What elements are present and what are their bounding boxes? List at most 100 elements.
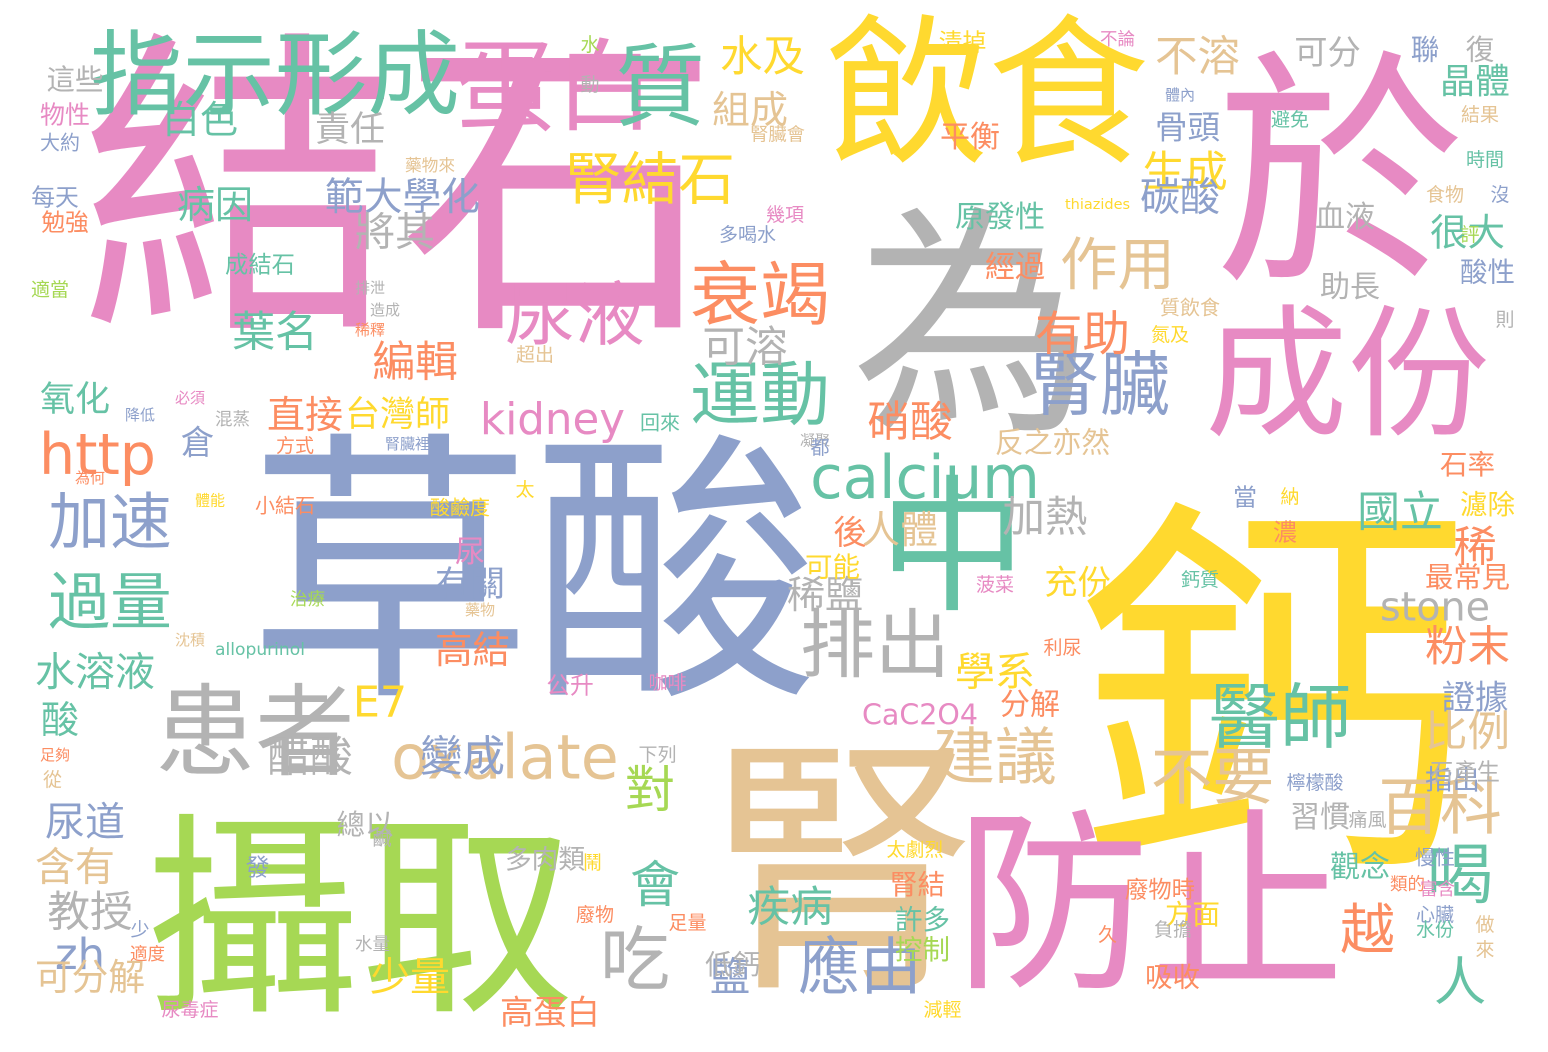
cloud-word-w113: 總以 [336,809,393,842]
cloud-word-w130: 混蒸 [215,410,250,430]
cloud-word-http: http [39,422,156,488]
cloud-word-zh: zh [55,930,105,980]
cloud-word-w127: 超出 [516,344,554,366]
cloud-word-w61: 將其 [355,210,435,256]
cloud-word-w94: 平衡 [940,120,1000,155]
cloud-word-w100: 反之亦然 [995,426,1110,460]
cloud-word-w175: 檸檬酸 [1286,772,1343,794]
cloud-word-w191: 減輕 [923,999,961,1021]
cloud-word-w132: 方式 [276,435,314,457]
cloud-word-w103: 證據 [1442,678,1509,717]
cloud-word-w36: 人 [1434,952,1486,1013]
cloud-word-w31: 對 [625,761,675,819]
cloud-word-w76: 教授 [47,888,133,938]
cloud-word-w174: 則 [1495,309,1514,331]
cloud-word-w194: 少 [130,919,149,941]
cloud-word-w69: 學系 [955,650,1035,696]
cloud-word-w146: 鈣質 [1181,569,1219,591]
cloud-word-w53: 晶體 [1440,63,1510,103]
cloud-word-w37: 有助 [1035,308,1130,363]
cloud-word-w22: 排出 [800,601,950,689]
cloud-word-w106: 觀念 [1330,850,1390,885]
cloud-word-w161: 不論 [1100,30,1135,50]
cloud-word-w160: 清掉 [939,29,987,57]
cloud-word-w109: 許多 [895,904,950,936]
cloud-word-w8: 防止 [955,792,1345,1019]
cloud-word-w23: 醫師 [1209,676,1352,759]
cloud-word-w15: 腎結石 [565,147,735,213]
cloud-word-w185: 久 [1098,924,1117,946]
cloud-word-w3: 攝取 [145,795,575,1046]
cloud-word-w154: 水 [580,34,599,56]
cloud-word-w104: 指出 [1425,764,1480,796]
cloud-word-w142: 公升 [546,672,594,700]
cloud-word-kidney: kidney [480,395,625,445]
cloud-word-w16: 尿液 [505,274,645,356]
cloud-word-w96: 骨頭 [1155,109,1220,147]
cloud-word-w121: 勉強 [41,209,89,237]
cloud-word-w29: 吃 [600,919,670,1001]
cloud-word-w74: 尿道 [45,800,125,846]
cloud-word-w139: 藥物 [465,601,495,619]
cloud-word-w45: 直接 [267,393,343,437]
cloud-word-w66: 人體 [862,508,938,552]
cloud-word-w105: 習慣 [1290,800,1350,835]
cloud-word-w182: 做 [1475,914,1494,936]
cloud-word-w78: 可分解 [35,956,145,999]
cloud-word-e7: E7 [353,678,407,728]
cloud-word-w21: 腎臟 [1030,344,1170,426]
cloud-word-w158: 多喝水 [719,224,776,246]
cloud-word-w133: 腎臟裡 [385,435,430,453]
cloud-word-w12: 質 [615,35,705,140]
cloud-word-w90: 最常見 [1425,561,1510,594]
cloud-word-w143: 咖啡 [648,672,686,694]
cloud-word-w10: 成份 [1205,292,1490,458]
cloud-word-w35: 越 [1340,898,1395,962]
cloud-word-w7: 腎 [707,715,978,1030]
cloud-word-w159: 腎臟會 [750,125,805,146]
cloud-word-w48: 病因 [177,183,253,227]
cloud-word-w114: 腎結 [890,869,945,901]
cloud-word-w83: 倉 [181,423,214,462]
cloud-word-w140: 沈積 [175,631,205,649]
cloud-word-w86: 高結 [435,628,510,672]
cloud-word-w119: 大約 [40,131,80,155]
cloud-word-w67: 稀鹽 [787,573,863,617]
cloud-word-w25: 運動 [690,354,830,436]
cloud-word-w166: 聯 [1411,34,1440,67]
cloud-word-w33: 不要 [1151,742,1275,814]
cloud-word-w26: 加速 [48,487,172,559]
cloud-word-w148: 納 [1280,486,1299,508]
cloud-word-w107: 石產生 [1430,759,1500,786]
cloud-word-w46: 範大學化 [325,175,480,220]
cloud-word-w151: 都 [810,437,829,459]
cloud-word-w101: 石率 [1440,449,1495,481]
cloud-word-w176: 痛風 [1348,809,1386,831]
cloud-word-w165: 氮及 [1151,324,1189,346]
cloud-word-w55: 碳酸 [1140,175,1220,221]
cloud-word-w58: 稀 [1454,523,1497,573]
cloud-word-w84: 有關 [435,565,505,605]
cloud-word-w18: 作用 [1060,232,1175,299]
cloud-word-w137: 酸鹼度 [430,496,490,520]
cloud-word-w117: 這些 [46,64,103,97]
cloud-word-w172: 沒 [1490,184,1509,206]
cloud-word-w186: 鹹 [372,828,391,850]
cloud-word-w63: 編輯 [372,338,458,388]
cloud-word-w87: 充份 [1044,563,1111,602]
cloud-word-w98: 血液 [1315,200,1375,235]
cloud-word-w188: 鬧 [583,852,602,874]
cloud-word-w95: 可分 [1294,33,1361,72]
cloud-word-w82: 酸 [41,698,79,742]
cloud-word-w91: 氧化 [40,380,110,420]
cloud-word-w144: 利尿 [1043,637,1081,659]
cloud-word-w180: 心臟 [1416,904,1454,926]
cloud-word-w123: 成結石 [225,252,295,279]
cloud-word-thiazides: thiazides [1065,197,1130,213]
cloud-word-w195: 水量 [355,935,390,955]
cloud-word-w11: 蛋白 [455,29,655,146]
cloud-word-w170: 時間 [1466,149,1504,171]
cloud-word-w164: 質飲食 [1160,296,1220,320]
cloud-word-w102: 濾除 [1460,489,1515,521]
cloud-word-w17: 衰竭 [690,254,830,336]
